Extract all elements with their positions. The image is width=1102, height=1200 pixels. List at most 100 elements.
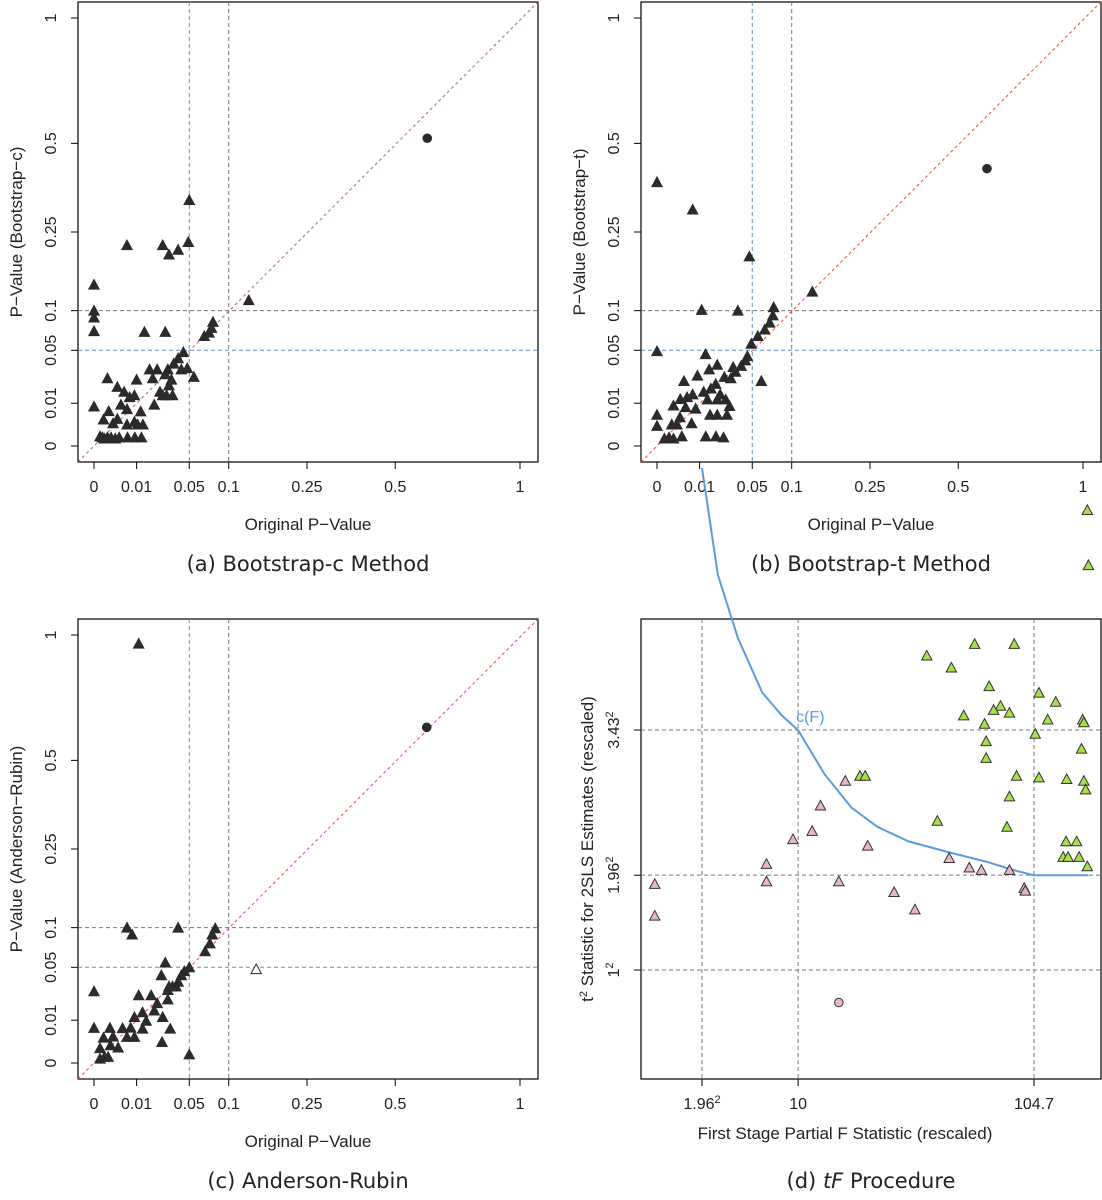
panel-a-point (187, 370, 200, 382)
panel-d-point (1029, 727, 1042, 739)
panel-c-plot-layer: 0 0 0.01 0.01 0.05 0.05 0.1 0.1 0.25 0.25 0.5 0.5 1 1 (43, 618, 539, 1113)
panel-b-point (711, 358, 724, 370)
panel-d-point (1000, 820, 1014, 832)
panel-d-point (1081, 860, 1094, 872)
panel-d-point (1077, 774, 1090, 786)
panel-a-point (156, 238, 169, 251)
panel-c-point (120, 921, 134, 933)
panel-b-point (650, 408, 664, 420)
panel-a-point (182, 235, 195, 248)
panel-a-point (111, 412, 124, 424)
panel-d-point (832, 875, 845, 887)
panel-c-xtick-label: 0.01 (121, 1096, 152, 1113)
panel-a-ytick-label: 1 (43, 13, 60, 22)
panel-c-point (145, 989, 158, 1001)
panel-d-xtick-base: 10 (789, 1096, 807, 1113)
panel-b-ytick-label: 0.1 (606, 299, 623, 321)
panel-d-point (920, 649, 933, 661)
panel-b-point (806, 285, 819, 297)
panel-d-ytick-label: 1.962 (604, 857, 623, 894)
panel-a-xtick-label: 0.5 (384, 479, 406, 496)
panel-a-point (146, 372, 159, 384)
panel-b-point (766, 309, 779, 321)
panel-d-ylabel-rest: Statistic for 2SLS Estimates (rescaled) (578, 696, 597, 991)
panel-a-point (120, 402, 134, 415)
panel-c-point (183, 1048, 196, 1060)
panel-c-ytick-label: 0.5 (43, 749, 60, 771)
panel-b-point (650, 419, 664, 431)
panel-c-point (136, 1006, 149, 1018)
panel-a-point (87, 278, 101, 290)
panel-c-xtick-label: 1 (516, 1096, 525, 1113)
panel-c-point (140, 1014, 153, 1026)
panel-d-point (1010, 769, 1023, 781)
panel-c-ytick-label: 0.1 (43, 916, 60, 938)
panel-d-point (760, 857, 773, 869)
panel-c-point (93, 1041, 107, 1054)
panel-d-point (978, 717, 991, 729)
panel-c-point (104, 1039, 117, 1051)
panel-d-point (1082, 558, 1095, 571)
panel-b-point (681, 390, 694, 403)
panel-d-point (1073, 850, 1086, 862)
panel-d-point (957, 709, 970, 721)
panel-d-point (980, 751, 993, 763)
panel-b-point (670, 418, 684, 430)
panel-d-ytick-base: 1.96 (606, 863, 623, 894)
panel-d-point (1019, 884, 1032, 896)
panel-d-point (859, 769, 872, 781)
panel-d-point (1003, 790, 1016, 802)
panel-c-point (87, 1021, 101, 1033)
panel-b-xtick-label: 0.01 (684, 479, 715, 496)
panel-d-point (994, 699, 1007, 711)
panel-d-point (814, 799, 827, 811)
panel-a-xtick-label: 0.01 (121, 479, 152, 496)
panel-c-point (128, 1010, 141, 1023)
panel-d-critical-curve (701, 467, 1089, 877)
panel-a-bootstrap-c: 0 0 0.01 0.01 0.05 0.05 0.1 0.1 0.25 0.25 0.5 0.5 1 1… (7, 1, 539, 576)
panel-b-point (711, 408, 724, 420)
panel-b-xtick-label: 0 (653, 479, 662, 496)
panel-c-point (159, 956, 172, 968)
panel-b-point (731, 304, 744, 316)
panel-b-point (758, 323, 771, 335)
panel-a-point (130, 373, 143, 385)
panel-d-ylabel-t: t (578, 997, 597, 1002)
panel-a-xlabel: Original P−Value (245, 515, 372, 534)
panel-c-ytick-label: 0 (43, 1058, 60, 1067)
panel-a-ytick-label: 0 (43, 441, 60, 450)
panel-a-point (172, 243, 185, 255)
panel-d-point (1070, 835, 1083, 847)
panel-a-xtick-label: 1 (516, 479, 525, 496)
panel-a-point (153, 385, 167, 397)
panel-a-xtick-label: 0 (90, 479, 99, 496)
panel-d-point (760, 875, 773, 887)
panel-a-point (120, 238, 134, 251)
panel-b-point (739, 354, 752, 366)
panel-c-xlabel: Original P−Value (245, 1132, 372, 1151)
panel-d-point (806, 824, 819, 836)
panel-c-xtick-label: 0.5 (384, 1096, 406, 1113)
panel-d-xlabel: First Stage Partial F Statistic (rescale… (698, 1124, 993, 1143)
panel-c-xtick-label: 0.05 (174, 1096, 205, 1113)
panel-b-point (711, 393, 724, 405)
panel-c-ytick-label: 0.01 (43, 1005, 60, 1036)
panel-d-xtick-label: 104.7 (1014, 1096, 1054, 1113)
panel-b-point (723, 399, 736, 411)
panel-d-ytick-sup: 2 (604, 962, 616, 968)
panel-c-ytick-label: 0.05 (43, 952, 60, 983)
panel-a-xtick-label: 0.1 (218, 479, 240, 496)
panel-a-point (135, 431, 148, 443)
panel-c-point (124, 1021, 137, 1033)
panel-a-point (162, 248, 176, 260)
panel-d-ytick-sup: 2 (604, 711, 616, 717)
panel-b-point (699, 347, 712, 360)
panel-c-point (102, 1050, 115, 1062)
panel-b-point (982, 163, 992, 174)
panel-d-point (987, 703, 1000, 715)
panel-c-point (164, 1022, 177, 1034)
panel-d-caption-prefix: (d) (787, 1169, 823, 1193)
panel-b-point (677, 374, 690, 387)
panel-d-point (1059, 835, 1073, 847)
